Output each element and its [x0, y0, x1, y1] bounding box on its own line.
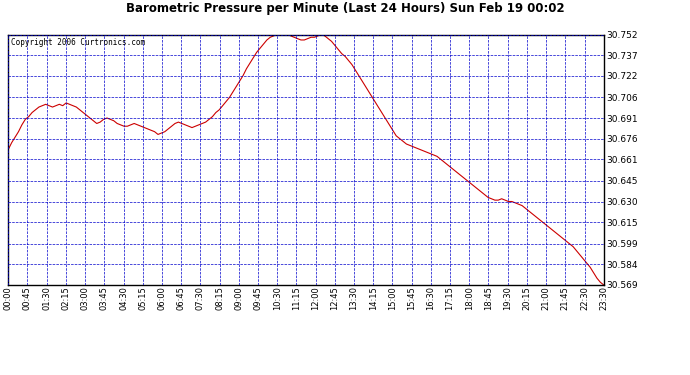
Text: Barometric Pressure per Minute (Last 24 Hours) Sun Feb 19 00:02: Barometric Pressure per Minute (Last 24 …	[126, 2, 564, 15]
Text: Copyright 2006 Curtronics.com: Copyright 2006 Curtronics.com	[10, 38, 145, 47]
